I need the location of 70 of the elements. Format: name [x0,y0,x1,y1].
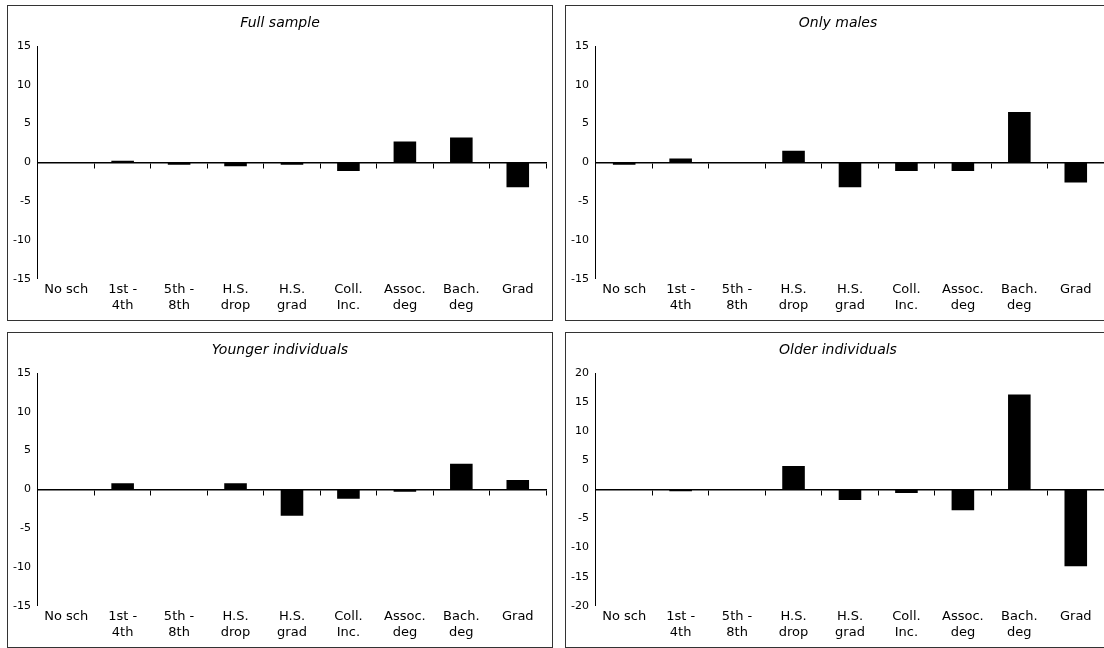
chart-title: Only males [797,14,879,30]
x-tick-label: H.S. grad [277,280,307,312]
x-tick-label: Bach. deg [1001,280,1038,312]
x-tick-label: H.S. drop [778,280,809,312]
x-tick-label: 1st - 4th [108,607,138,639]
y-tick-label: 10 [16,404,31,418]
y-tick-label: 5 [581,116,589,130]
chart-title: Older individuals [778,341,898,357]
x-tick-label: 5th - 8th [163,280,195,312]
y-tick-label: -15 [571,271,589,285]
x-tick-label: H.S. grad [835,280,865,312]
y-tick-label: -5 [578,194,589,208]
x-tick-label: No sch [602,280,647,296]
x-tick-label: 5th - 8th [163,607,195,639]
x-tick-label: Grad [1059,280,1092,296]
chart-title: Younger individuals [210,341,350,357]
y-tick-label: 15 [574,38,589,52]
x-tick-label: Bach. deg [443,607,480,639]
x-tick-label: Bach. deg [1001,607,1038,639]
x-tick-label: Coll. Inc. [892,280,921,312]
x-tick-label: Grad [501,607,534,623]
x-tick-label: 1st - 4th [108,280,138,312]
x-tick-label: 1st - 4th [666,280,696,312]
x-tick-label: 1st - 4th [666,607,696,639]
x-tick-label: H.S. drop [778,607,809,639]
y-tick-label: 5 [23,443,31,457]
x-tick-label: Coll. Inc. [334,280,363,312]
y-tick-label: 15 [16,38,31,52]
y-tick-label: -5 [578,511,589,525]
x-tick-label: Bach. deg [443,280,480,312]
y-tick-label: -15 [13,271,31,285]
y-tick-label: -5 [20,194,31,208]
x-tick-label: No sch [602,607,647,623]
x-tick-label: Assoc. deg [942,280,984,312]
y-tick-label: 0 [581,482,589,496]
y-tick-label: 15 [16,365,31,379]
y-tick-label: -10 [571,540,589,554]
x-tick-label: Assoc. deg [942,607,984,639]
x-tick-label: Grad [501,280,534,296]
x-tick-label: No sch [44,280,89,296]
y-tick-label: 10 [574,424,589,438]
y-tick-label: -10 [13,559,31,573]
x-tick-label: No sch [44,607,89,623]
y-tick-label: 0 [23,482,31,496]
y-tick-label: -20 [571,598,589,612]
y-tick-label: 5 [23,116,31,130]
x-tick-label: Coll. Inc. [334,607,363,639]
y-tick-label: -15 [13,598,31,612]
y-tick-label: 0 [581,155,589,169]
x-tick-label: Assoc. deg [384,607,426,639]
y-tick-label: -15 [571,569,589,583]
y-tick-label: 15 [574,394,589,408]
y-tick-label: -5 [20,521,31,535]
y-tick-label: -10 [571,232,589,246]
x-tick-label: H.S. grad [277,607,307,639]
y-tick-label: 0 [23,155,31,169]
x-tick-label: Assoc. deg [384,280,426,312]
x-tick-label: H.S. drop [220,607,251,639]
y-tick-label: 20 [574,365,589,379]
x-tick-label: 5th - 8th [721,280,753,312]
y-tick-label: 5 [581,453,589,467]
x-tick-label: Grad [1059,607,1092,623]
x-tick-label: H.S. drop [220,280,251,312]
x-tick-label: 5th - 8th [721,607,753,639]
y-tick-label: 10 [16,77,31,91]
x-tick-label: H.S. grad [835,607,865,639]
x-tick-label: Coll. Inc. [892,607,921,639]
y-tick-label: 10 [574,77,589,91]
y-tick-label: -10 [13,232,31,246]
chart-title: Full sample [239,14,321,30]
